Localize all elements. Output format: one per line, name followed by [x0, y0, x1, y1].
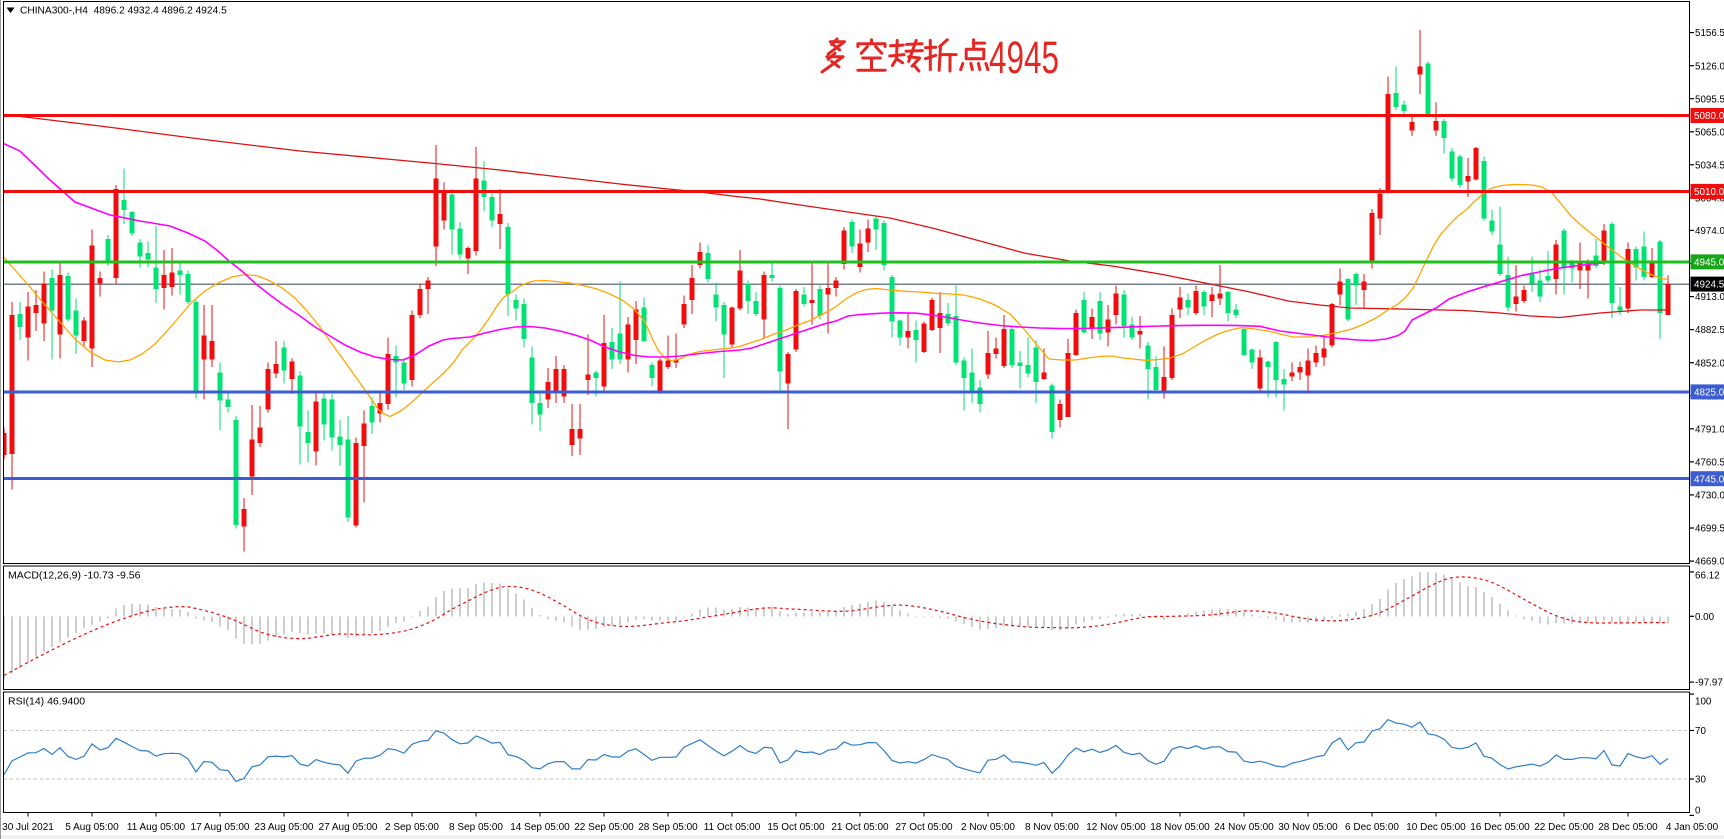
svg-text:4945: 4945: [989, 32, 1059, 83]
svg-text:4730.0: 4730.0: [1695, 491, 1724, 502]
svg-text:-97.97: -97.97: [1695, 678, 1723, 689]
svg-text:15 Oct 05:00: 15 Oct 05:00: [767, 822, 825, 833]
svg-text:5010.0: 5010.0: [1694, 187, 1724, 198]
svg-text:11 Oct 05:00: 11 Oct 05:00: [704, 822, 761, 833]
svg-text:4913.0: 4913.0: [1695, 292, 1724, 303]
svg-text:4791.0: 4791.0: [1695, 424, 1724, 435]
svg-text:30 Nov 05:00: 30 Nov 05:00: [1278, 822, 1338, 833]
svg-text:CHINA300-,H4 4896.2 4932.4 48: CHINA300-,H4 4896.2 4932.4 4896.2 4924.5: [20, 6, 227, 17]
svg-text:RSI(14) 46.9400: RSI(14) 46.9400: [8, 696, 85, 708]
svg-text:MACD(12,26,9) -10.73 -9.56: MACD(12,26,9) -10.73 -9.56: [8, 570, 141, 582]
svg-text:2 Nov 05:00: 2 Nov 05:00: [961, 822, 1015, 833]
svg-text:24 Nov 05:00: 24 Nov 05:00: [1214, 822, 1274, 833]
svg-text:4852.0: 4852.0: [1695, 358, 1724, 369]
svg-text:0.00: 0.00: [1695, 612, 1715, 623]
svg-text:30 Jul 2021: 30 Jul 2021: [2, 822, 54, 833]
svg-text:17 Aug 05:00: 17 Aug 05:00: [191, 822, 250, 833]
svg-text:4924.5: 4924.5: [1694, 280, 1724, 291]
svg-text:5156.5: 5156.5: [1695, 28, 1724, 39]
svg-text:18 Nov 05:00: 18 Nov 05:00: [1150, 822, 1210, 833]
svg-text:28 Sep 05:00: 28 Sep 05:00: [638, 822, 698, 833]
svg-text:4825.0: 4825.0: [1694, 388, 1724, 399]
svg-text:4945.0: 4945.0: [1694, 258, 1724, 269]
svg-text:4699.5: 4699.5: [1695, 524, 1724, 535]
svg-text:5004.0: 5004.0: [1695, 194, 1724, 205]
svg-text:4669.0: 4669.0: [1695, 557, 1724, 568]
svg-text:6 Dec 05:00: 6 Dec 05:00: [1345, 822, 1399, 833]
svg-text:4745.0: 4745.0: [1694, 474, 1724, 485]
svg-text:8 Nov 05:00: 8 Nov 05:00: [1025, 822, 1079, 833]
svg-text:4760.5: 4760.5: [1695, 458, 1724, 469]
svg-text:12 Nov 05:00: 12 Nov 05:00: [1086, 822, 1146, 833]
svg-text:22 Dec 05:00: 22 Dec 05:00: [1534, 822, 1594, 833]
svg-text:4974.0: 4974.0: [1695, 226, 1724, 237]
svg-text:16 Dec 05:00: 16 Dec 05:00: [1470, 822, 1530, 833]
svg-text:11 Aug 05:00: 11 Aug 05:00: [127, 822, 186, 833]
svg-text:5065.0: 5065.0: [1695, 127, 1724, 138]
svg-text:100: 100: [1695, 697, 1712, 708]
svg-text:21 Oct 05:00: 21 Oct 05:00: [831, 822, 889, 833]
svg-text:27 Oct 05:00: 27 Oct 05:00: [895, 822, 953, 833]
svg-text:4882.5: 4882.5: [1695, 325, 1724, 336]
svg-text:5126.0: 5126.0: [1695, 61, 1724, 72]
svg-text:28 Dec 05:00: 28 Dec 05:00: [1598, 822, 1658, 833]
svg-text:4 Jan 05:00: 4 Jan 05:00: [1666, 822, 1719, 833]
svg-text:2 Sep 05:00: 2 Sep 05:00: [385, 822, 439, 833]
svg-text:66.12: 66.12: [1695, 571, 1720, 582]
svg-text:14 Sep 05:00: 14 Sep 05:00: [510, 822, 570, 833]
svg-text:0: 0: [1695, 806, 1701, 817]
svg-text:5080.0: 5080.0: [1694, 111, 1724, 122]
svg-text:5034.5: 5034.5: [1695, 160, 1724, 171]
svg-text:30: 30: [1695, 775, 1706, 786]
svg-text:27 Aug 05:00: 27 Aug 05:00: [319, 822, 378, 833]
svg-text:23 Aug 05:00: 23 Aug 05:00: [255, 822, 314, 833]
svg-text:10 Dec 05:00: 10 Dec 05:00: [1406, 822, 1466, 833]
svg-text:8 Sep 05:00: 8 Sep 05:00: [449, 822, 503, 833]
svg-text:22 Sep 05:00: 22 Sep 05:00: [574, 822, 634, 833]
svg-text:5 Aug 05:00: 5 Aug 05:00: [65, 822, 119, 833]
svg-text:5095.5: 5095.5: [1695, 94, 1724, 105]
svg-text:70: 70: [1695, 726, 1706, 737]
